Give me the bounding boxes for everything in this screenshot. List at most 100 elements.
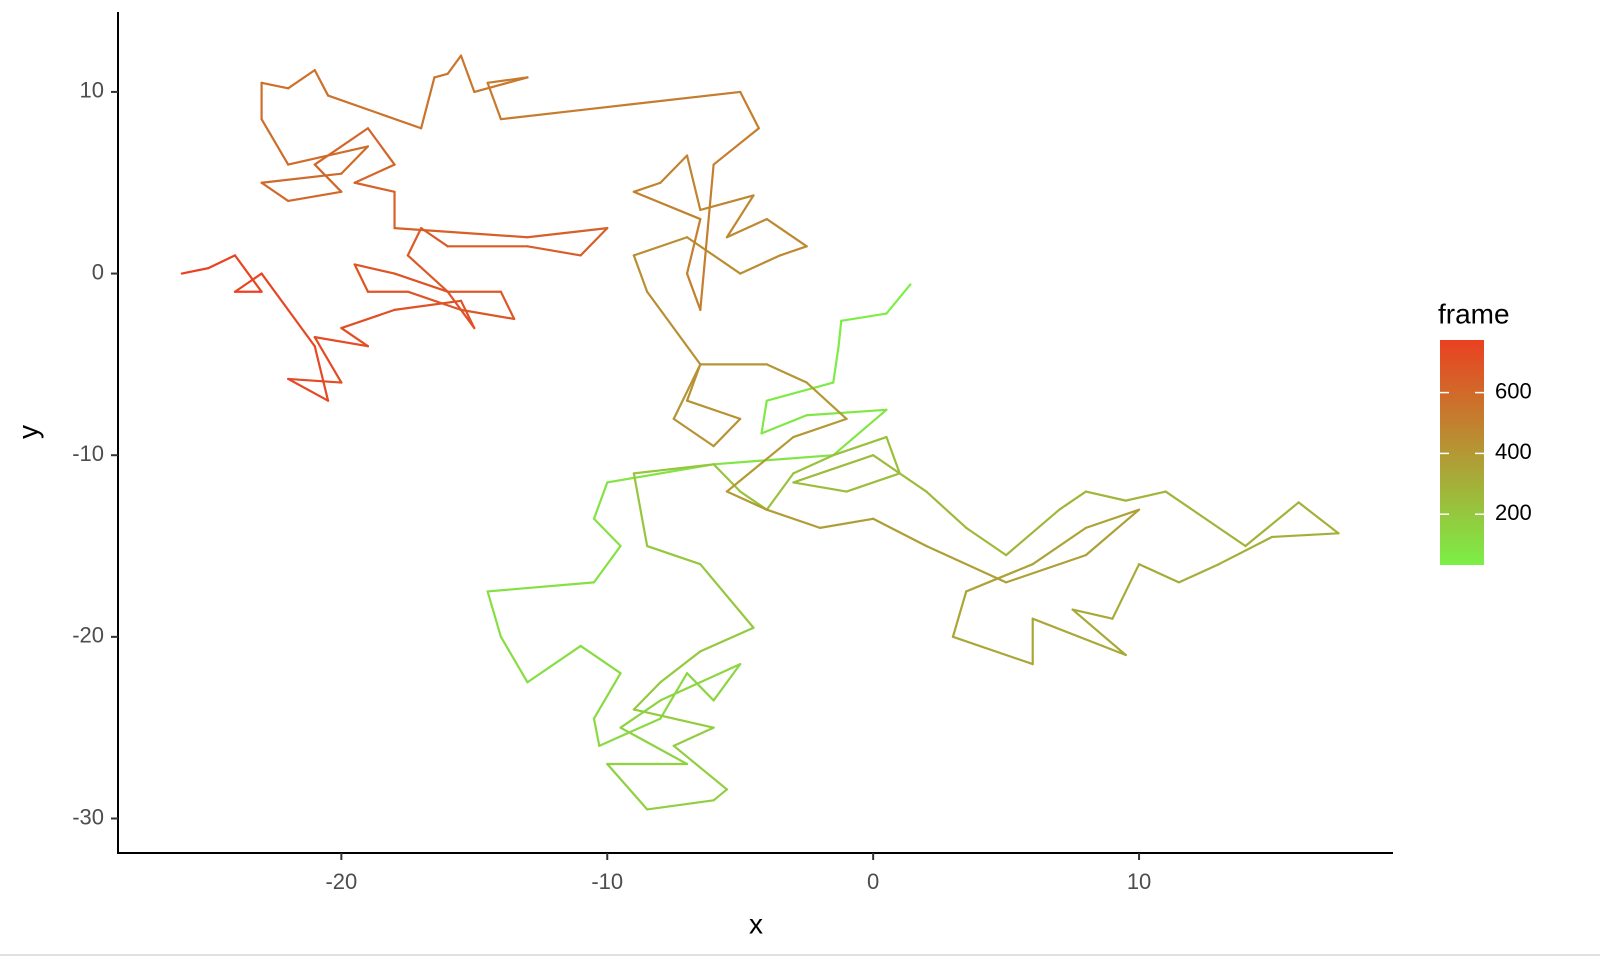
path-segment bbox=[792, 481, 848, 493]
path-segment bbox=[712, 417, 742, 448]
path-segment bbox=[840, 312, 888, 322]
path-segment bbox=[207, 254, 237, 270]
path-segment bbox=[712, 454, 835, 466]
path-segment bbox=[925, 544, 1008, 584]
path-segment bbox=[1164, 490, 1220, 529]
y-tick-label: 10 bbox=[80, 78, 104, 103]
path-segment bbox=[260, 81, 290, 90]
path-segment bbox=[832, 408, 888, 457]
path-segment bbox=[685, 236, 715, 257]
colorbar-label: 600 bbox=[1495, 378, 1532, 403]
y-tick-label: -10 bbox=[72, 441, 104, 466]
path-segment bbox=[805, 381, 848, 420]
path-segment bbox=[659, 154, 689, 184]
path-segment bbox=[646, 544, 702, 566]
path-segment bbox=[725, 217, 768, 239]
path-segment bbox=[260, 172, 343, 184]
path-segment bbox=[287, 308, 316, 348]
path-segment bbox=[646, 290, 702, 366]
path-segment bbox=[712, 463, 742, 493]
path-segment bbox=[1297, 501, 1340, 535]
path-segment bbox=[699, 626, 755, 653]
path-segment bbox=[672, 744, 729, 791]
colorbar-label: 400 bbox=[1495, 439, 1532, 464]
colorbar-label: 200 bbox=[1495, 500, 1532, 525]
x-tick-label: 10 bbox=[1127, 869, 1151, 894]
path-segment bbox=[1031, 526, 1087, 566]
path-segment bbox=[792, 454, 875, 484]
path-segment bbox=[473, 76, 529, 94]
path-segment bbox=[1244, 501, 1300, 548]
y-tick-label: 0 bbox=[92, 259, 104, 284]
path-segment bbox=[486, 590, 502, 638]
path-segment bbox=[406, 227, 423, 257]
path-segment bbox=[1084, 490, 1127, 502]
path-segment bbox=[1177, 563, 1220, 584]
path-segment bbox=[725, 435, 795, 493]
path-segment bbox=[1217, 526, 1247, 548]
path-segment bbox=[885, 435, 901, 475]
path-segment bbox=[760, 414, 808, 435]
path-segment bbox=[353, 263, 396, 275]
path-segment bbox=[459, 54, 476, 94]
path-segment bbox=[632, 254, 649, 293]
path-segment bbox=[287, 69, 316, 90]
path-segment bbox=[685, 672, 715, 702]
path-segment bbox=[712, 254, 742, 275]
path-segment bbox=[725, 194, 755, 239]
path-segment bbox=[287, 377, 343, 384]
path-segment bbox=[965, 563, 1034, 593]
path-segment bbox=[699, 563, 755, 629]
path-segment bbox=[526, 227, 609, 239]
path-segment bbox=[632, 181, 662, 193]
y-tick-label: -30 bbox=[72, 804, 104, 829]
path-segment bbox=[459, 308, 516, 321]
path-segment bbox=[233, 254, 263, 293]
path-segment bbox=[672, 726, 715, 747]
path-segment bbox=[837, 319, 843, 348]
legend-title: frame bbox=[1438, 298, 1510, 329]
path-segment bbox=[579, 227, 609, 257]
path-segment bbox=[818, 517, 875, 529]
path-segment bbox=[778, 245, 808, 257]
path-segment bbox=[406, 254, 449, 293]
path-segment bbox=[845, 472, 901, 493]
path-segment bbox=[712, 127, 760, 166]
path-segment bbox=[1137, 563, 1181, 584]
path-segment bbox=[1031, 617, 1127, 657]
path-segment bbox=[353, 163, 396, 184]
path-segment bbox=[805, 408, 888, 417]
colorbar bbox=[1440, 340, 1484, 565]
path-segment bbox=[287, 377, 330, 402]
path-segment bbox=[313, 345, 330, 402]
path-segment bbox=[619, 699, 662, 729]
path-segment bbox=[1111, 563, 1141, 620]
path-segment bbox=[180, 267, 210, 275]
path-segment bbox=[1005, 554, 1087, 584]
path-segment bbox=[579, 644, 622, 675]
path-segment bbox=[951, 635, 1034, 666]
path-segment bbox=[685, 272, 702, 311]
path-segment bbox=[260, 272, 290, 311]
path-segment bbox=[1058, 490, 1087, 511]
path-segment bbox=[632, 463, 715, 475]
path-segment bbox=[646, 799, 715, 811]
path-segment bbox=[632, 190, 702, 221]
path-segment bbox=[592, 481, 609, 520]
path-segment bbox=[592, 517, 622, 548]
path-segment bbox=[579, 90, 742, 112]
path-segment bbox=[592, 672, 622, 720]
path-segment bbox=[685, 217, 702, 275]
path-segment bbox=[313, 336, 370, 348]
path-segment bbox=[765, 472, 795, 511]
path-segment bbox=[393, 227, 529, 239]
path-segment bbox=[685, 154, 702, 212]
path-segment bbox=[672, 417, 715, 448]
path-segment bbox=[1084, 508, 1141, 529]
path-segment bbox=[792, 417, 848, 439]
path-segment bbox=[592, 544, 622, 584]
path-segment bbox=[486, 81, 502, 121]
path-segment bbox=[526, 245, 582, 257]
path-segment bbox=[313, 336, 343, 384]
path-segment bbox=[872, 454, 928, 493]
